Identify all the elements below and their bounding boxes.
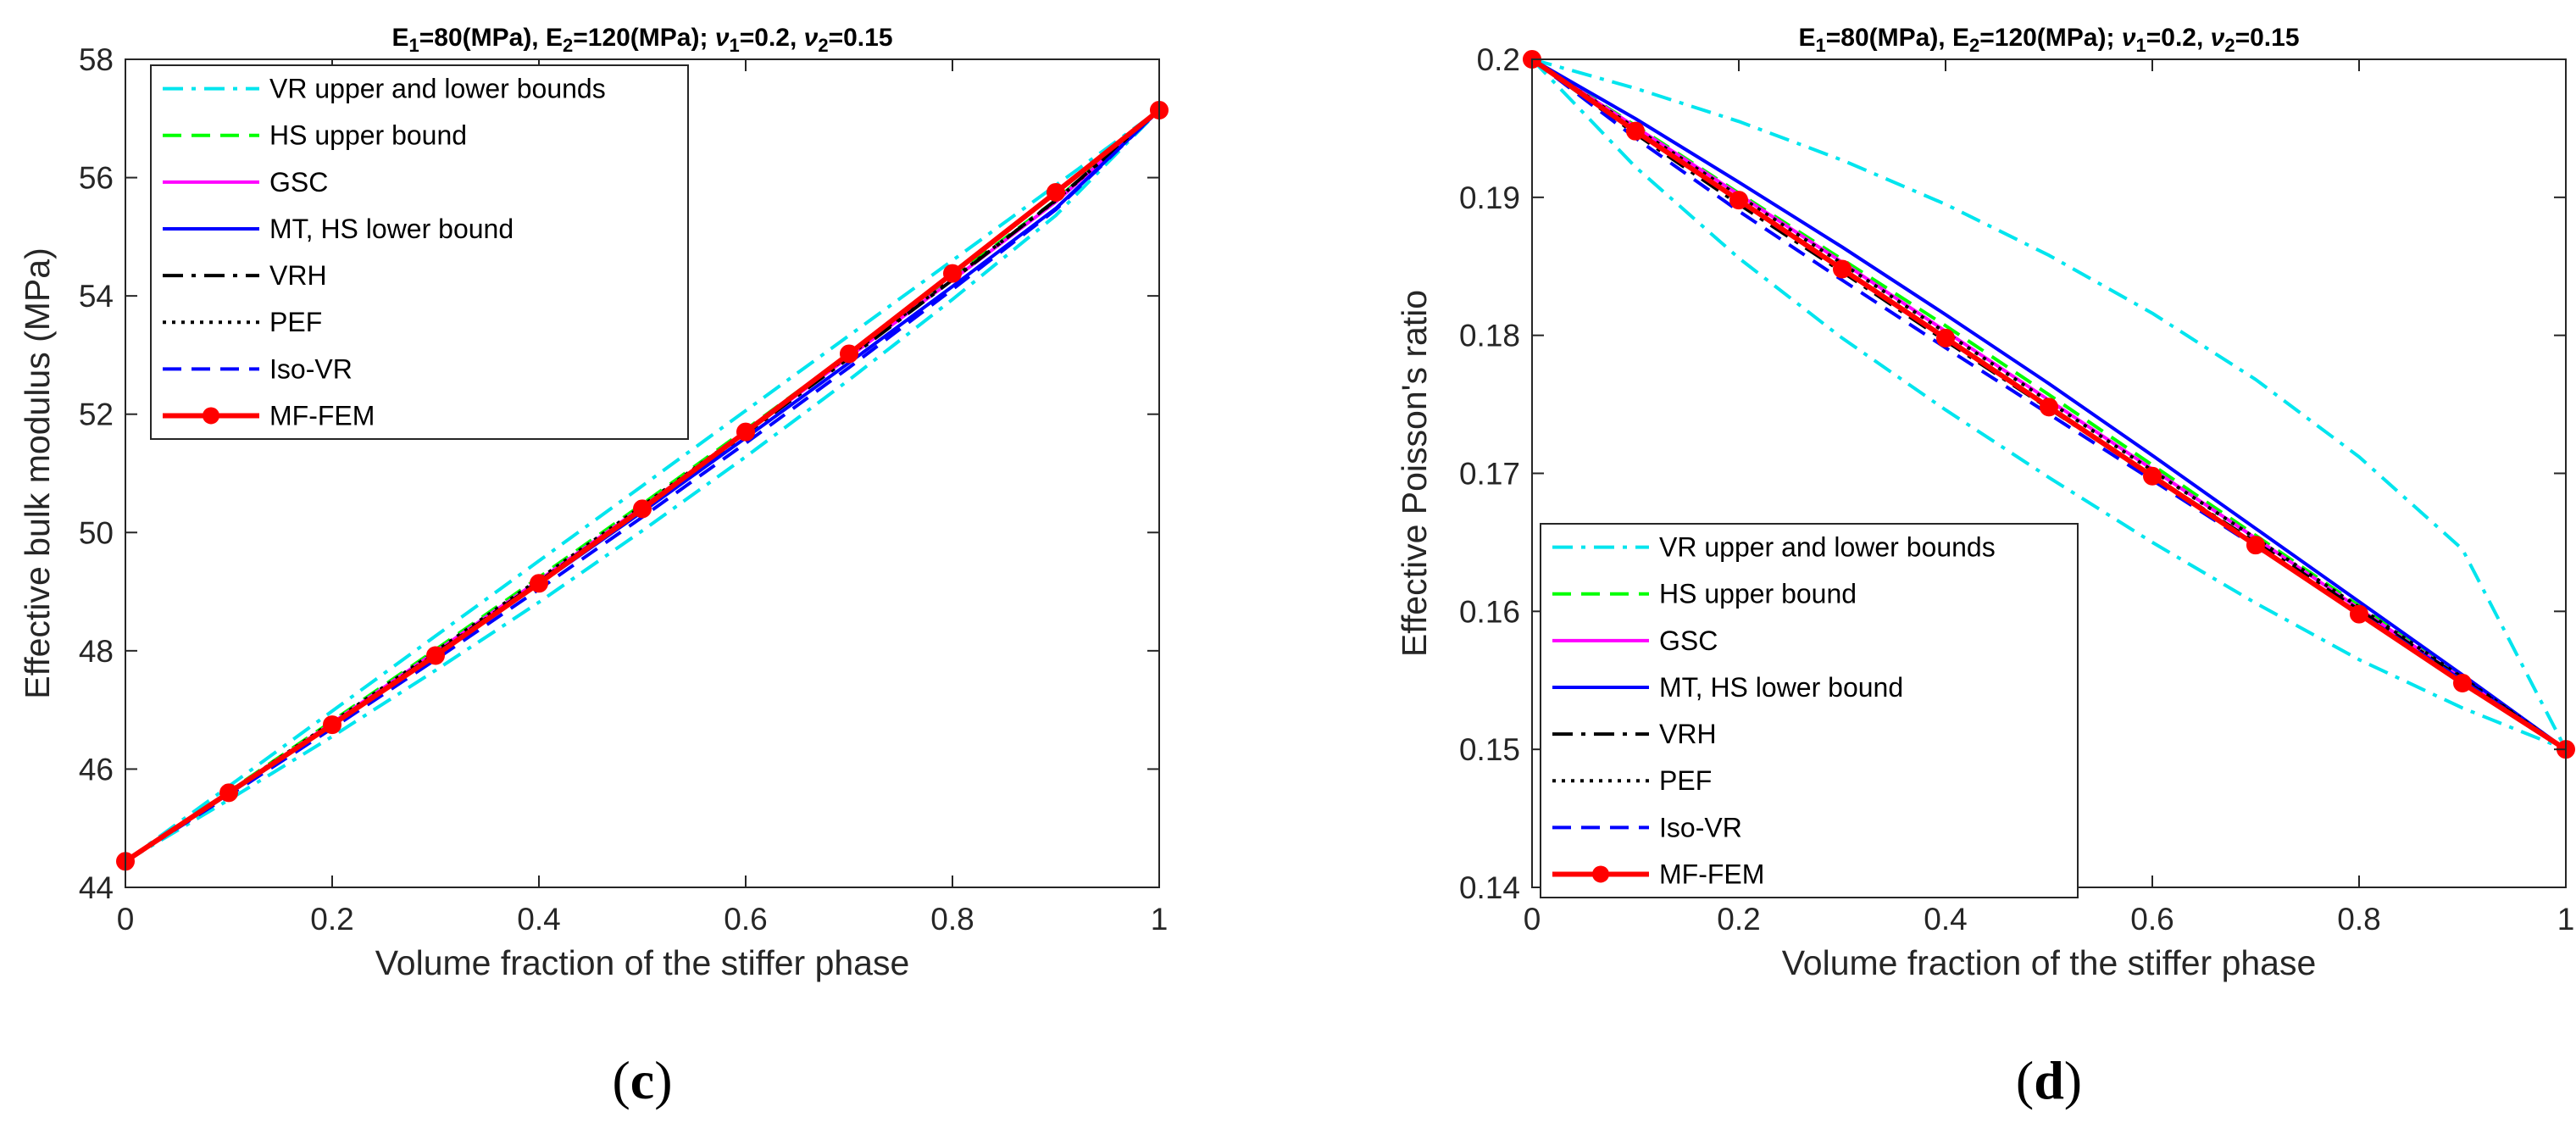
legend: VR upper and lower bounds HS upper bound G… [1540, 523, 2079, 898]
y-tick-label: 50 [79, 515, 114, 550]
data-point [323, 715, 341, 735]
data-point [219, 783, 238, 803]
y-tick-label: 0.2 [1477, 42, 1520, 77]
y-tick-label: 54 [79, 279, 114, 314]
y-tick-label: 52 [79, 397, 114, 432]
series-line-0 [1531, 58, 2568, 751]
legend-entry: VR upper and lower bounds [269, 74, 606, 104]
series-line-7 [1530, 58, 2568, 751]
data-point [736, 422, 755, 442]
series-line-1 [124, 108, 1161, 863]
x-tick-label: 0.8 [930, 902, 974, 937]
x-tick-label: 0.6 [724, 902, 767, 937]
y-axis-label: Effective bulk modulus (MPa) [18, 247, 57, 698]
x-tick-label: 0.4 [517, 902, 560, 937]
data-point [1936, 328, 1955, 347]
legend-entry: HS upper bound [269, 120, 467, 151]
x-tick-label: 0 [117, 902, 135, 937]
data-point [1729, 191, 1748, 210]
x-tick-label: 0.4 [1924, 902, 1967, 937]
legend-entry: Iso-VR [269, 353, 353, 384]
legend-entry: Iso-VR [1659, 812, 1742, 842]
y-tick-label: 48 [79, 634, 114, 669]
legend-marker [1592, 865, 1609, 883]
y-tick-label: 44 [79, 870, 114, 905]
legend-box [150, 64, 689, 440]
x-tick-label: 1 [2557, 902, 2575, 937]
data-point [2040, 397, 2058, 417]
series-group [1523, 50, 2575, 759]
legend-entry: PEF [269, 307, 322, 337]
y-tick-label: 0.18 [1459, 319, 1520, 353]
data-point [943, 264, 962, 283]
y-tick-label: 58 [79, 42, 114, 77]
legend-entry: MF-FEM [269, 400, 375, 431]
x-tick-label: 0.2 [1717, 902, 1760, 937]
data-point [633, 499, 652, 519]
legend-entry: GSC [269, 167, 328, 197]
data-point [530, 574, 548, 593]
y-tick-label: 0.14 [1459, 870, 1520, 905]
data-point [840, 344, 858, 364]
data-point [1833, 259, 1852, 279]
chart-title: E1=80(MPa), E2=120(MPa); ν1=0.2, ν2=0.15 [391, 24, 892, 56]
panel-label: (d) [2016, 1050, 2082, 1110]
x-tick-label: 0.8 [2337, 902, 2380, 937]
legend-entry: MT, HS lower bound [269, 214, 514, 244]
series-line-0 [124, 108, 1161, 864]
data-point [2246, 536, 2265, 555]
legend-entry: HS upper bound [1659, 579, 1857, 609]
y-tick-label: 0.16 [1459, 594, 1520, 629]
panel-label: (c) [612, 1050, 672, 1110]
data-point [2453, 674, 2472, 693]
x-tick-label: 0.2 [310, 902, 353, 937]
x-tick-label: 0 [1524, 902, 1541, 937]
legend-entry: GSC [1659, 625, 1718, 656]
chart-title: E1=80(MPa), E2=120(MPa); ν1=0.2, ν2=0.15 [1798, 24, 2299, 56]
x-axis-label: Volume fraction of the stiffer phase [375, 943, 910, 982]
x-axis-label: Volume fraction of the stiffer phase [1782, 943, 2317, 982]
legend-entry: PEF [1659, 765, 1712, 796]
series-line-1 [1530, 58, 2567, 752]
x-tick-label: 1 [1151, 902, 1169, 937]
y-tick-label: 0.19 [1459, 181, 1520, 215]
data-point [1046, 183, 1065, 203]
axes-box [125, 58, 1160, 888]
data-point [426, 646, 445, 665]
y-tick-label: 46 [79, 752, 114, 787]
chart-c: 0 0.2 0.4 0.6 0.8 1 44 46 48 50 52 54 56 58 Volume fra… [18, 24, 1169, 1110]
legend-marker [203, 407, 219, 425]
legend-entry: VRH [269, 260, 327, 291]
series-line-6 [1530, 58, 2568, 751]
y-tick-label: 0.15 [1459, 732, 1520, 767]
legend: VR upper and lower bounds HS upper bound G… [150, 64, 689, 440]
legend-entry: MT, HS lower bound [1659, 672, 1903, 703]
x-tick-label: 0.6 [2130, 902, 2174, 937]
data-point [2143, 466, 2162, 486]
chart-d: 0 0.2 0.4 0.6 0.8 1 0.14 0.15 0.16 0.17 0.18 0.19 0.… [1395, 24, 2575, 1110]
legend-entry: MF-FEM [1659, 859, 1764, 889]
data-point [1626, 121, 1645, 141]
series-group [116, 101, 1169, 871]
data-point [2350, 604, 2368, 624]
y-axis-label: Effective Poisson's ratio [1395, 290, 1434, 657]
y-tick-label: 56 [79, 161, 114, 196]
legend-entry: VR upper and lower bounds [1659, 532, 1996, 563]
legend-box [1540, 523, 2079, 898]
series-line-4 [1531, 58, 2568, 751]
y-tick-label: 0.17 [1459, 457, 1520, 492]
legend-entry: VRH [1659, 719, 1717, 749]
